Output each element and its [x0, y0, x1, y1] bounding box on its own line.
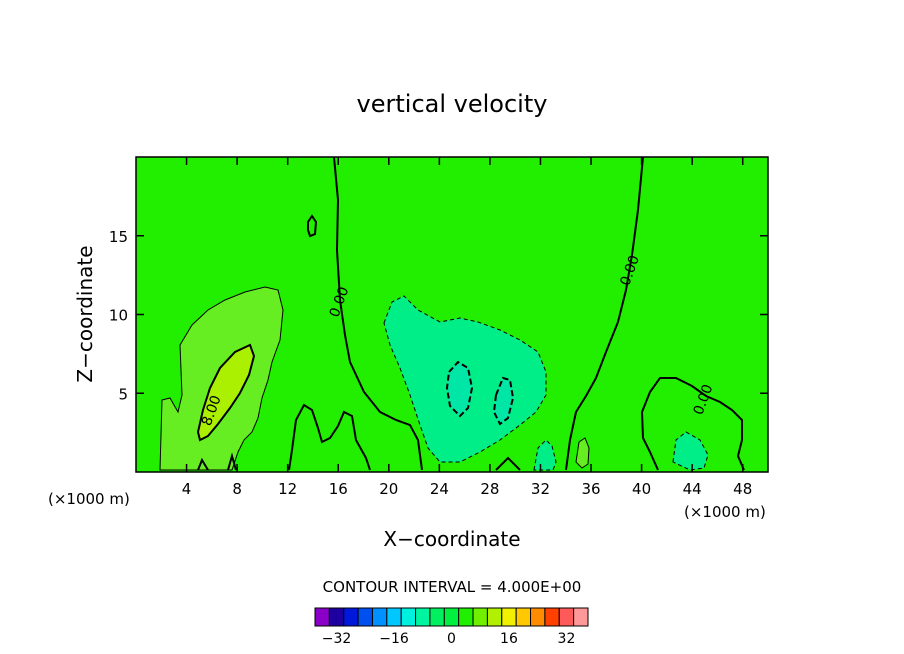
zero-contour-left — [333, 156, 423, 471]
colorbar-swatch — [486, 607, 503, 627]
colorbar-swatch — [357, 607, 373, 627]
downdraft-small-region — [533, 439, 557, 471]
colorbar-swatch — [400, 607, 417, 627]
y-axis-label: Z−coordinate — [73, 245, 97, 382]
contour-interval-text: CONTOUR INTERVAL = 4.000E+00 — [323, 578, 582, 596]
colorbar-tick-label: −32 — [322, 631, 352, 647]
zero-contour-bottom — [197, 452, 521, 471]
colorbar-swatch — [314, 607, 330, 627]
colorbar-swatch — [343, 607, 359, 627]
downdraft-core-right — [492, 376, 515, 426]
y-tick-label: 5 — [118, 385, 128, 403]
colorbar-tick-label: 0 — [447, 631, 456, 647]
colorbar-swatch — [544, 607, 560, 627]
zero-contour-right — [565, 156, 644, 471]
x-tick-label: 4 — [182, 480, 192, 498]
colorbar-swatch — [429, 607, 445, 627]
x-tick-label: 44 — [683, 480, 702, 498]
colorbar-swatch — [386, 607, 402, 627]
x-tick-label: 40 — [632, 480, 651, 498]
y-tick-label: 10 — [109, 307, 128, 325]
colorbar-tick-label: 16 — [500, 631, 518, 647]
colorbar-swatch — [458, 607, 474, 627]
updraft-small-region — [575, 437, 590, 469]
colorbar-swatch — [558, 607, 575, 627]
colorbar-swatch — [501, 607, 517, 627]
colorbar-swatch — [530, 607, 546, 627]
plot-area: 8.000.000.000.00 — [136, 156, 768, 472]
y-tick-label: 15 — [109, 228, 128, 246]
x-tick-label: 8 — [232, 480, 242, 498]
chart-title: vertical velocity — [357, 90, 548, 118]
colorbar-swatch — [573, 607, 589, 627]
colorbar-swatch — [328, 607, 345, 627]
downdraft-core-left — [445, 360, 474, 418]
x-tick-label: 28 — [480, 480, 499, 498]
colorbar-swatch — [443, 607, 460, 627]
colorbar-swatch — [415, 607, 431, 627]
x-tick-label: 32 — [531, 480, 550, 498]
x-tick-label: 20 — [379, 480, 398, 498]
colorbar-tick-label: −16 — [379, 631, 409, 647]
updraft-core-region — [196, 343, 256, 442]
x-axis-label: X−coordinate — [383, 527, 520, 551]
colorbar: −32 −16 0 16 32 — [314, 607, 589, 647]
colorbar-swatch — [472, 607, 488, 627]
x-tick-label: 36 — [581, 480, 600, 498]
x-unit-right: (×1000 m) — [684, 503, 766, 521]
x-tick-label: 16 — [329, 480, 348, 498]
zero-contour-cell-left — [288, 403, 371, 471]
colorbar-swatch — [371, 607, 388, 627]
x-unit-left: (×1000 m) — [48, 490, 130, 508]
x-tick-label: 24 — [430, 480, 449, 498]
zero-contour-cell-right — [640, 377, 745, 471]
zero-contour-blob — [307, 214, 318, 238]
x-tick-label: 48 — [733, 480, 752, 498]
colorbar-swatch — [515, 607, 532, 627]
colorbar-tick-label: 32 — [558, 631, 576, 647]
x-tick-label: 12 — [278, 480, 297, 498]
